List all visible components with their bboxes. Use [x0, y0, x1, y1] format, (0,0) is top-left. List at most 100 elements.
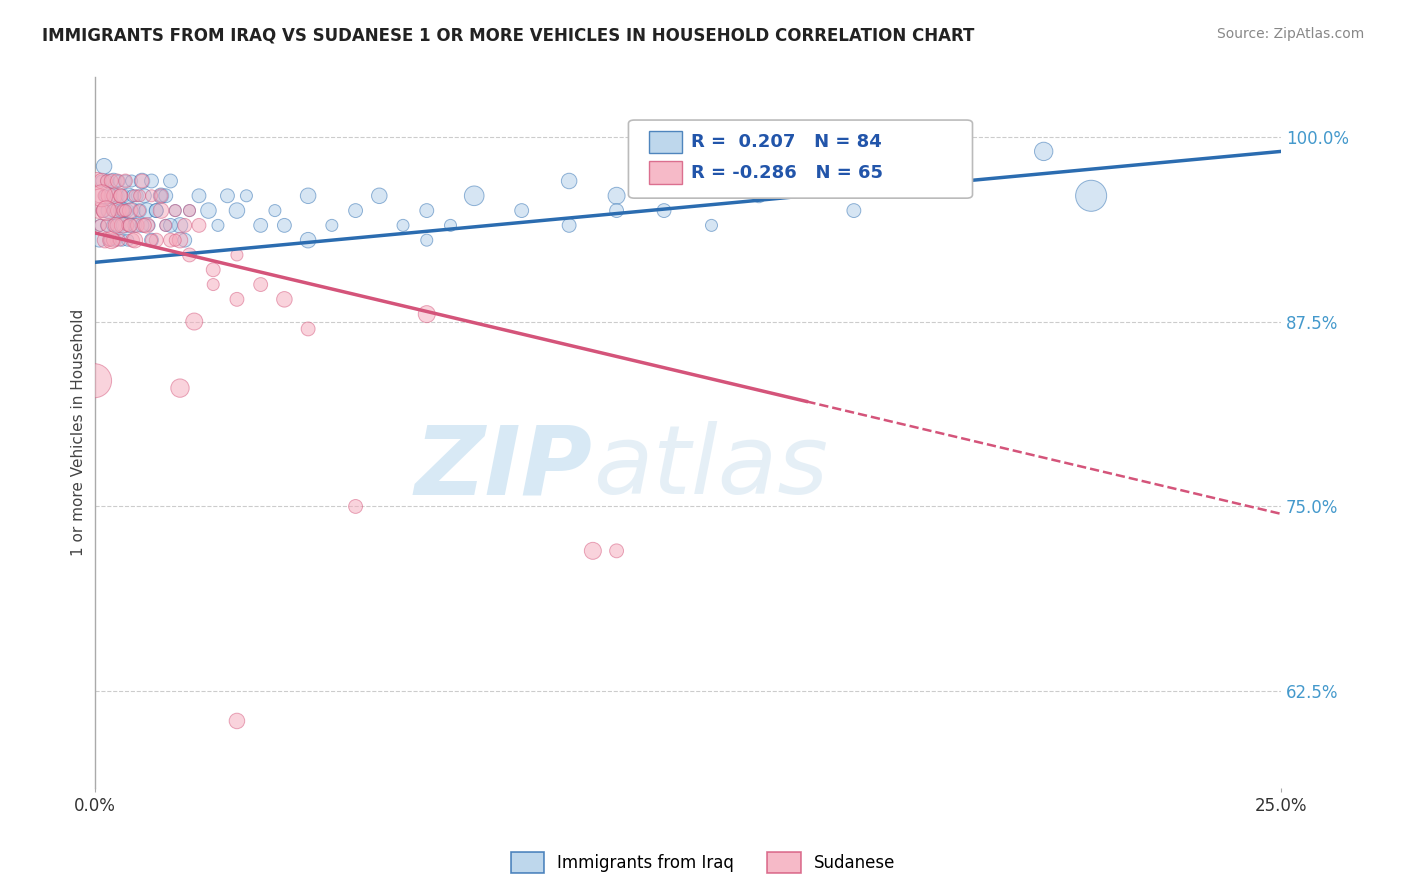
- Point: [169, 233, 191, 247]
- Point: [150, 188, 173, 202]
- Point: [115, 203, 138, 218]
- Point: [558, 174, 581, 188]
- Point: [112, 203, 135, 218]
- Point: [368, 188, 391, 202]
- Point: [98, 233, 121, 247]
- Point: [111, 219, 134, 233]
- Point: [118, 188, 141, 202]
- Point: [124, 233, 146, 247]
- Point: [94, 188, 117, 202]
- Point: [98, 233, 121, 247]
- Point: [416, 233, 439, 247]
- Point: [226, 293, 249, 307]
- Text: R = -0.286   N = 65: R = -0.286 N = 65: [692, 163, 883, 182]
- Point: [128, 203, 150, 218]
- Point: [226, 248, 249, 262]
- Point: [145, 203, 167, 218]
- Point: [93, 188, 115, 202]
- Point: [121, 203, 143, 218]
- Point: [89, 219, 111, 233]
- Point: [558, 219, 581, 233]
- Point: [112, 203, 135, 218]
- Point: [135, 219, 157, 233]
- Point: [1080, 188, 1102, 202]
- Point: [169, 381, 191, 395]
- Point: [117, 233, 139, 247]
- Point: [1032, 145, 1054, 159]
- Point: [297, 233, 319, 247]
- Point: [124, 188, 146, 202]
- Point: [120, 219, 142, 233]
- Point: [179, 203, 201, 218]
- Point: [96, 174, 118, 188]
- Y-axis label: 1 or more Vehicles in Household: 1 or more Vehicles in Household: [72, 309, 86, 556]
- Point: [416, 307, 439, 321]
- Point: [463, 188, 485, 202]
- Text: IMMIGRANTS FROM IRAQ VS SUDANESE 1 OR MORE VEHICLES IN HOUSEHOLD CORRELATION CHA: IMMIGRANTS FROM IRAQ VS SUDANESE 1 OR MO…: [42, 27, 974, 45]
- Point: [169, 219, 191, 233]
- Point: [86, 174, 108, 188]
- Point: [159, 219, 181, 233]
- Point: [131, 174, 153, 188]
- Point: [89, 188, 111, 202]
- Point: [141, 233, 163, 247]
- Point: [108, 174, 131, 188]
- Point: [606, 203, 628, 218]
- Point: [273, 293, 295, 307]
- Point: [273, 219, 295, 233]
- Point: [297, 188, 319, 202]
- Legend: Immigrants from Iraq, Sudanese: Immigrants from Iraq, Sudanese: [503, 846, 903, 880]
- Point: [114, 174, 136, 188]
- Point: [264, 203, 287, 218]
- Point: [121, 188, 143, 202]
- Point: [131, 219, 153, 233]
- Point: [145, 203, 167, 218]
- Point: [100, 188, 122, 202]
- Point: [150, 188, 173, 202]
- Point: [842, 203, 865, 218]
- Text: ZIP: ZIP: [415, 422, 593, 515]
- Point: [90, 174, 112, 188]
- Point: [173, 219, 195, 233]
- Point: [120, 219, 142, 233]
- Point: [344, 500, 367, 514]
- Point: [145, 233, 167, 247]
- Point: [150, 203, 173, 218]
- Point: [83, 374, 105, 388]
- FancyBboxPatch shape: [628, 120, 973, 198]
- FancyBboxPatch shape: [648, 131, 682, 153]
- Point: [89, 233, 111, 247]
- Point: [207, 219, 229, 233]
- Point: [97, 188, 120, 202]
- Point: [128, 203, 150, 218]
- Point: [606, 188, 628, 202]
- Point: [159, 233, 181, 247]
- Point: [105, 174, 128, 188]
- Point: [117, 219, 139, 233]
- Point: [97, 203, 120, 218]
- Point: [131, 174, 153, 188]
- Point: [111, 233, 134, 247]
- Point: [108, 233, 131, 247]
- Point: [606, 544, 628, 558]
- Point: [344, 203, 367, 218]
- Point: [217, 188, 239, 202]
- Point: [141, 233, 163, 247]
- Point: [101, 203, 124, 218]
- Point: [96, 203, 118, 218]
- Point: [173, 233, 195, 247]
- Point: [103, 174, 125, 188]
- Point: [748, 188, 770, 202]
- Point: [114, 203, 136, 218]
- Point: [134, 219, 156, 233]
- Point: [150, 188, 173, 202]
- Point: [197, 203, 219, 218]
- Point: [90, 188, 112, 202]
- Point: [100, 174, 122, 188]
- Point: [938, 174, 960, 188]
- Point: [110, 188, 132, 202]
- Point: [104, 233, 127, 247]
- Point: [107, 203, 129, 218]
- Point: [249, 277, 271, 292]
- Point: [188, 188, 211, 202]
